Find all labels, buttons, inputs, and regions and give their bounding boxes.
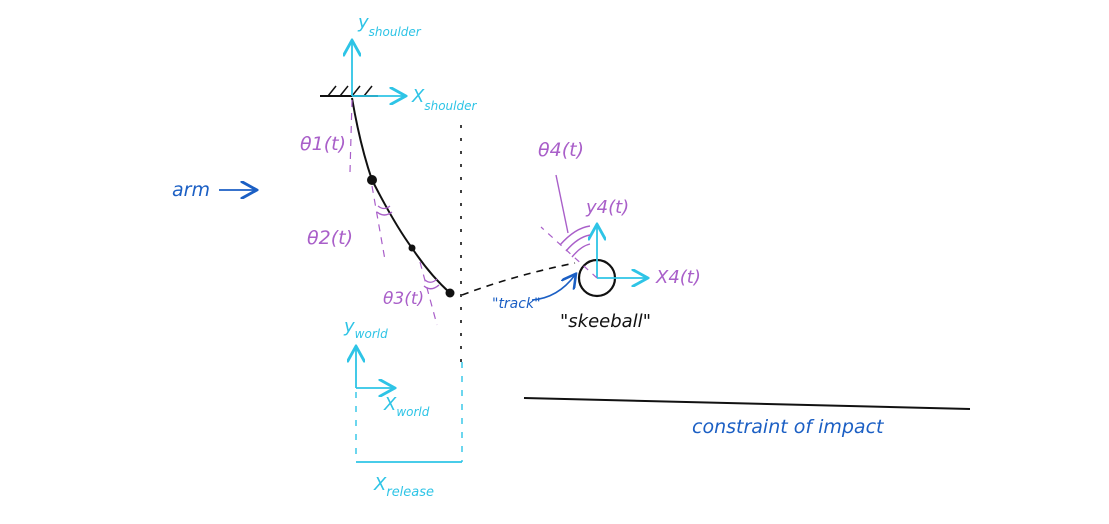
arm-label: arm [172,179,210,201]
elbow-joint [367,175,377,185]
theta4-reference [540,226,598,279]
theta2-reference [371,185,386,261]
y-world-label: yworld [343,316,388,341]
theta2-label: θ2(t) [307,227,353,249]
hand-joint [445,288,455,298]
skeeball-label: "skeeball" [560,311,651,332]
constraint-label: constraint of impact [692,416,885,438]
x-world-label: Xworld [383,394,430,419]
theta3-label: θ3(t) [383,289,424,309]
ball-trajectory [461,262,576,296]
shoulder-mount [320,85,378,97]
constraint-line [523,397,971,410]
theta2-arc-inner [377,205,391,210]
theta4-arc-inner [571,243,591,258]
theta4-label: θ4(t) [538,139,584,161]
track-label: "track" [492,296,541,312]
track-arrow [531,275,575,301]
y4-label: y4(t) [585,197,629,218]
theta4-arc-outer [559,225,591,246]
theta1-reference [349,99,353,173]
theta3-arc-inner [424,278,438,283]
arm-curve [351,97,451,294]
theta3-arc [423,284,440,290]
x-shoulder-label: Xshoulder [411,86,477,113]
theta4-pointer [555,174,569,234]
theta4-arc-mid [565,234,591,252]
theta2-arc [376,211,393,216]
wrist-joint [408,244,416,252]
x-release-label: Xrelease [373,474,434,500]
x4-label: X4(t) [655,267,701,288]
theta1-label: θ1(t) [300,133,346,155]
theta3-reference [419,261,438,326]
y-shoulder-label: yshoulder [357,12,422,39]
